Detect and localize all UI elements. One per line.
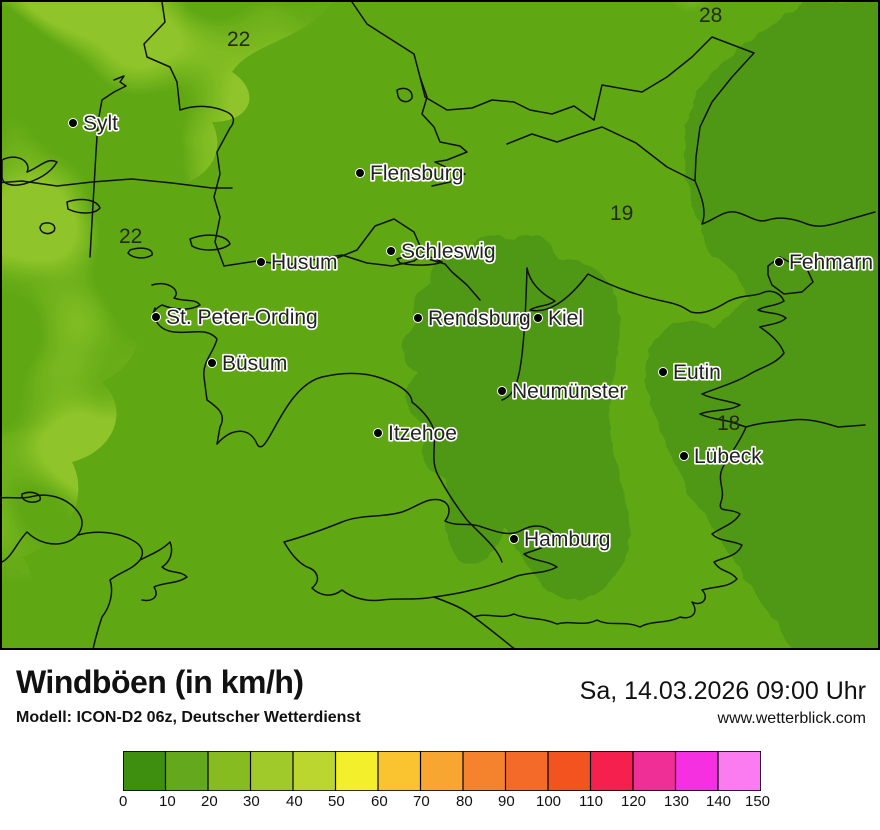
svg-text:Büsum: Büsum (222, 352, 287, 375)
svg-text:Sylt: Sylt (83, 112, 118, 135)
svg-text:22: 22 (119, 225, 142, 248)
svg-text:Flensburg: Flensburg (370, 162, 463, 185)
svg-text:Kiel: Kiel (548, 307, 583, 330)
svg-text:19: 19 (610, 202, 633, 225)
svg-text:Fehmarn: Fehmarn (789, 251, 873, 274)
svg-text:22: 22 (227, 28, 250, 51)
svg-text:Hamburg: Hamburg (524, 528, 610, 551)
svg-text:Itzehoe: Itzehoe (388, 422, 457, 445)
svg-text:28: 28 (699, 4, 722, 27)
svg-text:Rendsburg: Rendsburg (428, 307, 531, 330)
svg-text:Eutin: Eutin (673, 361, 721, 384)
svg-text:18: 18 (717, 412, 740, 435)
svg-text:Husum: Husum (271, 251, 338, 274)
svg-text:Lübeck: Lübeck (694, 445, 762, 468)
svg-text:Schleswig: Schleswig (401, 240, 496, 263)
svg-text:Neumünster: Neumünster (512, 380, 626, 403)
svg-text:St. Peter-Ording: St. Peter-Ording (166, 306, 318, 329)
